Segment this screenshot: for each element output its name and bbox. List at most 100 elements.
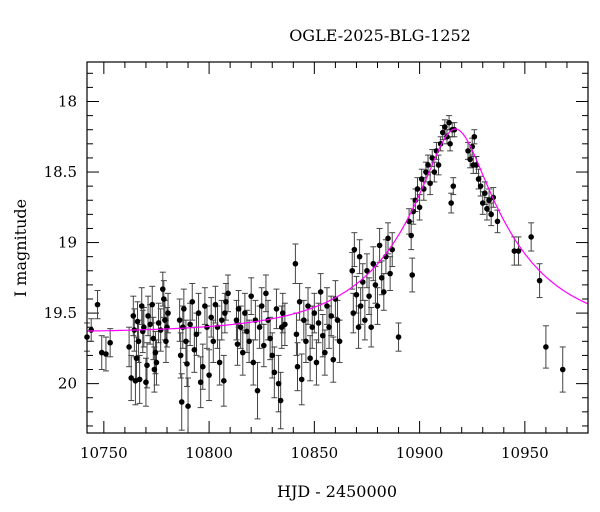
data-point [143,379,149,386]
data-point [385,235,391,242]
data-point [559,366,566,373]
data-point [311,310,318,316]
data-point [366,293,372,299]
data-point [150,335,157,342]
data-point [511,248,518,254]
data-point [442,124,448,130]
data-point [261,342,267,349]
y-tick-label: 20 [58,375,77,393]
data-point [242,310,248,316]
data-point [313,359,320,366]
data-point [482,190,488,196]
data-point [208,314,214,321]
data-point [147,321,153,328]
data-point [216,359,223,366]
data-point [395,334,402,340]
x-axis-label: HJD - 2450000 [277,482,397,501]
data-point [494,218,501,225]
data-point [350,310,357,316]
data-point [103,351,109,357]
data-point [296,299,303,305]
data-point [254,387,261,394]
data-point [448,200,454,206]
y-axis-label: I magnitude [11,199,30,297]
chart-title: OGLE-2025-BLG-1252 [289,26,471,45]
x-tick-label: 10900 [396,444,444,462]
data-point [543,344,549,350]
data-point [446,119,452,126]
data-point [370,260,377,267]
data-point [153,359,160,366]
data-point [471,133,478,140]
data-point [161,296,167,302]
data-point [271,369,278,376]
y-tick-label: 19 [58,234,77,252]
data-point [374,303,381,309]
x-tick-label: 10750 [80,444,128,462]
data-point [191,346,198,353]
data-point [356,253,363,260]
data-point [134,318,141,325]
data-point [477,183,484,189]
data-point [107,339,113,346]
data-point [98,349,105,356]
data-point [197,379,204,386]
data-point [427,180,433,187]
data-point [163,338,169,345]
data-point [152,349,159,356]
data-point [389,246,396,253]
data-point [222,310,228,316]
data-point [178,399,185,405]
data-point [155,320,162,326]
data-point [536,277,543,284]
data-point [467,156,473,163]
data-point [336,338,343,345]
data-point [221,378,227,384]
data-point [305,303,311,309]
data-point [431,169,438,175]
data-point [515,248,522,254]
data-point [362,317,368,323]
data-point [298,376,305,383]
data-point [181,306,187,312]
data-point [294,363,301,370]
data-point [317,289,324,295]
data-point [309,324,316,331]
data-point [273,306,280,312]
data-point [418,176,425,182]
data-point [144,362,150,369]
data-point [176,317,183,323]
data-point [130,313,137,319]
tick-labels: 10750 10800 10850 10900 10950 18 18.5 19 19.5 20 [44,92,549,462]
data-point [159,286,166,292]
data-point [353,291,360,298]
data-point [202,303,208,309]
data-point [187,321,193,328]
data-point [484,205,490,212]
data-point [301,317,307,323]
data-point [279,310,286,316]
data-point [141,324,147,331]
data-point [145,313,151,319]
data-point [233,317,240,323]
data-point [157,327,164,333]
y-tick-label: 18 [58,92,77,110]
data-point [334,317,341,323]
data-point [256,324,263,331]
data-point [486,197,492,204]
data-point [372,282,379,288]
data-point [414,186,421,192]
data-point [189,299,196,305]
data-point [376,242,383,249]
axis-ticks [87,62,589,433]
data-point [234,341,241,347]
data-point [244,328,250,335]
data-point [179,324,186,331]
data-point [128,375,135,381]
data-point [351,246,358,253]
data-point [488,211,494,218]
data-point [239,349,246,356]
data-point [248,293,254,299]
data-point [528,234,534,240]
